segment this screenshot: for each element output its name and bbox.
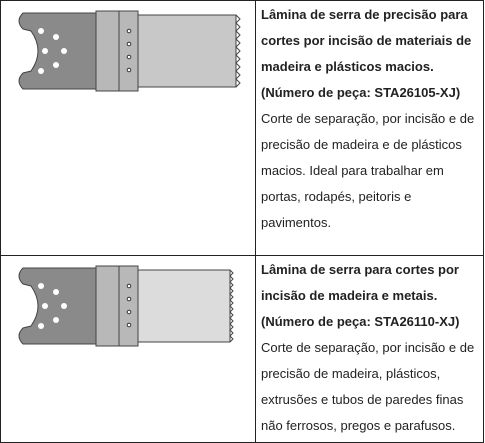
row: Lâmina de serra de precisão para cortes … [0,0,484,256]
row: Lâmina de serra para cortes por incisão … [0,255,484,443]
text-cell: Lâmina de serra para cortes por incisão … [255,255,484,443]
image-cell [0,0,256,256]
product-title: Lâmina de serra de precisão para cortes … [261,7,472,74]
blade-image [18,265,234,347]
text-cell: Lâmina de serra de precisão para cortes … [255,0,484,256]
blade-image [18,10,241,92]
product-title: Lâmina de serra para cortes por incisão … [261,262,459,303]
product-description: Corte de separação, por incisão e de pre… [261,111,475,230]
part-number: (Número de peça: STA26110-XJ) [261,314,460,329]
image-cell [0,255,256,443]
product-description: Corte de separação, por incisão e de pre… [261,340,475,433]
part-number: (Número de peça: STA26105-XJ) [261,85,461,100]
